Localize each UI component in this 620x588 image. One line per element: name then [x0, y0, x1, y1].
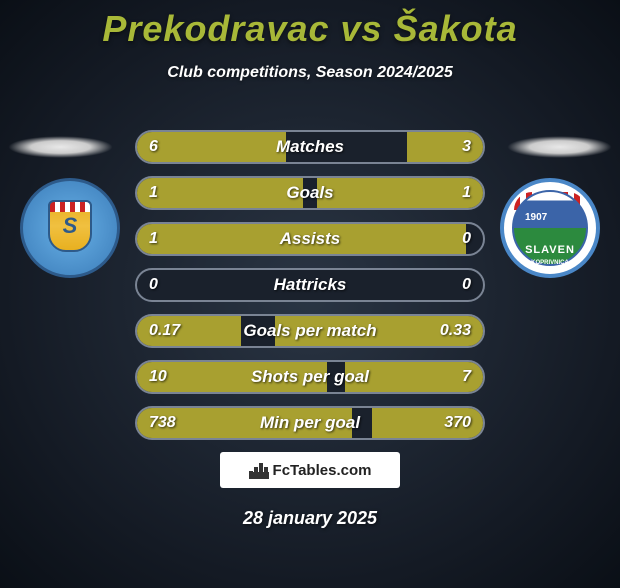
page-title: Prekodravac vs Šakota [0, 8, 620, 50]
stat-row: 738370Min per goal [135, 406, 485, 440]
stat-value-left: 10 [137, 362, 179, 392]
stat-bar-left [137, 224, 466, 254]
left-badge-shadow [8, 136, 113, 158]
stat-row: 10Assists [135, 222, 485, 256]
stat-value-right: 7 [450, 362, 483, 392]
brand-chart-icon [249, 461, 269, 479]
stat-value-right: 3 [450, 132, 483, 162]
right-crest-town: KOPRIVNICA [500, 260, 600, 266]
stat-value-left: 0.17 [137, 316, 192, 346]
brand-text: FcTables.com [273, 462, 372, 479]
stat-value-right: 0 [450, 270, 483, 300]
left-team-crest: S [20, 178, 120, 278]
right-crest-name: SLAVEN [500, 244, 600, 256]
stat-row: 63Matches [135, 130, 485, 164]
stat-value-right: 370 [432, 408, 483, 438]
stat-label: Hattricks [137, 270, 483, 300]
stat-value-right: 1 [450, 178, 483, 208]
stat-value-left: 738 [137, 408, 188, 438]
stat-row: 0 0Hattricks [135, 268, 485, 302]
stat-value-left: 6 [137, 132, 170, 162]
stat-row: 11Goals [135, 176, 485, 210]
brand-badge: FcTables.com [220, 452, 400, 488]
stat-value-left: 1 [137, 178, 170, 208]
stat-row: 0.170.33Goals per match [135, 314, 485, 348]
right-crest-year: 1907 [522, 212, 550, 223]
stat-value-left: 1 [137, 224, 170, 254]
stat-row: 107Shots per goal [135, 360, 485, 394]
right-team-crest: 1907 SLAVEN KOPRIVNICA [500, 178, 600, 278]
stat-value-right: 0 [450, 224, 483, 254]
right-badge-shadow [507, 136, 612, 158]
date-label: 28 january 2025 [0, 508, 620, 529]
stat-value-left: 0 [137, 270, 170, 300]
subtitle: Club competitions, Season 2024/2025 [0, 64, 620, 82]
stat-value-right: 0.33 [428, 316, 483, 346]
stats-container: 63Matches11Goals10Assists00Hattricks0.17… [135, 130, 485, 452]
